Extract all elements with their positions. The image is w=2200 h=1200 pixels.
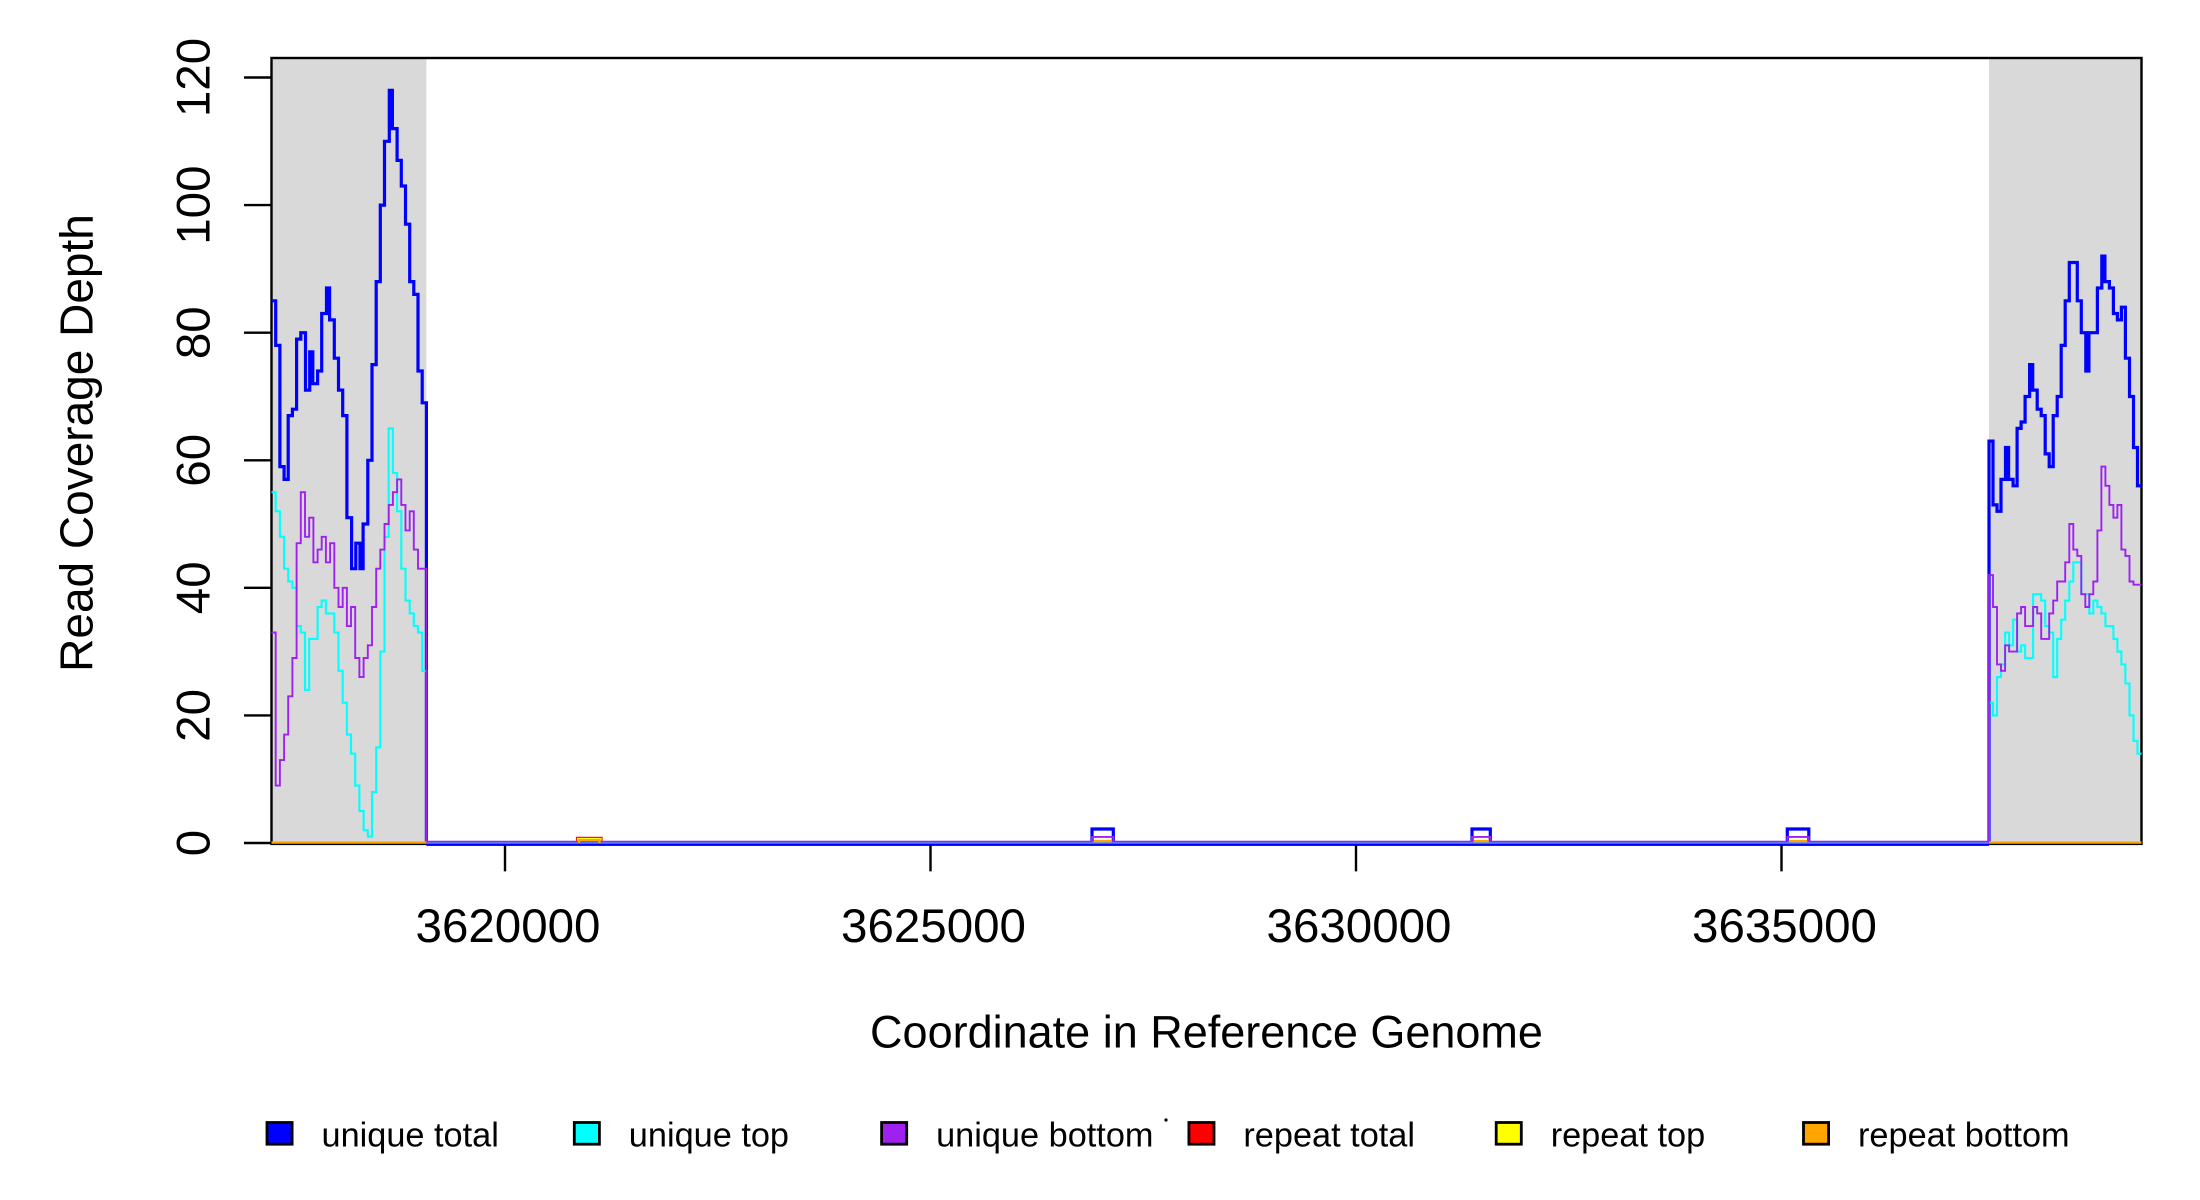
svg-text:20: 20 bbox=[168, 689, 221, 742]
svg-text:3630000: 3630000 bbox=[1267, 900, 1452, 953]
svg-text:unique top: unique top bbox=[629, 1117, 789, 1155]
svg-text:120: 120 bbox=[168, 38, 221, 117]
svg-text:unique bottom: unique bottom bbox=[936, 1117, 1153, 1155]
svg-text:3635000: 3635000 bbox=[1692, 900, 1877, 953]
svg-text:3620000: 3620000 bbox=[416, 900, 601, 953]
svg-text:repeat total: repeat total bbox=[1243, 1117, 1415, 1155]
svg-text:repeat top: repeat top bbox=[1551, 1117, 1705, 1155]
svg-text:3625000: 3625000 bbox=[841, 900, 1026, 953]
svg-text:80: 80 bbox=[168, 306, 221, 359]
svg-text:0: 0 bbox=[168, 830, 221, 856]
svg-text:100: 100 bbox=[168, 165, 221, 244]
svg-text:Read Coverage Depth: Read Coverage Depth bbox=[51, 214, 103, 672]
svg-text:60: 60 bbox=[168, 434, 221, 487]
svg-text:repeat bottom: repeat bottom bbox=[1858, 1117, 2070, 1155]
svg-text:unique total: unique total bbox=[322, 1117, 499, 1155]
svg-text:40: 40 bbox=[168, 561, 221, 614]
svg-text:Coordinate in Reference Genome: Coordinate in Reference Genome bbox=[870, 1007, 1543, 1058]
